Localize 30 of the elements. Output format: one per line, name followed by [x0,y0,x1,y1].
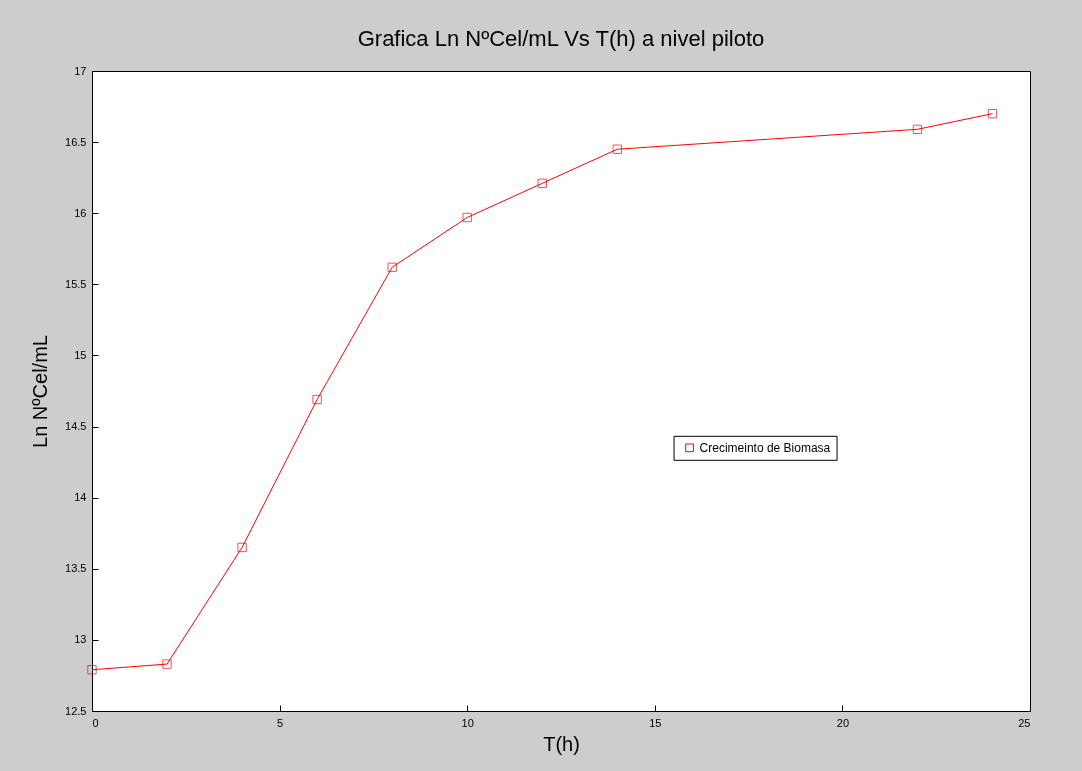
point [462,212,472,223]
x-tick-label: 15 [649,716,662,729]
chart-title: Grafica Ln NºCel/mL Vs T(h) a nivel piloto [357,26,765,51]
point [612,144,622,154]
y-tick-label: 13.5 [65,562,87,575]
point [162,659,172,669]
x-tick-label: 25 [1018,716,1031,729]
y-tick-label: 13 [74,633,87,646]
point [987,108,998,119]
y-tick-label: 15.5 [65,277,87,290]
point [237,542,247,553]
x-tick-label: 0 [92,716,99,729]
x-tick-label: 5 [277,716,284,729]
y-tick-label: 14.5 [65,420,87,433]
point [312,394,322,405]
y-tick-label: 16 [74,206,87,219]
legend-label: Crecimeinto de Biomasa [699,440,831,455]
point [87,665,97,675]
y-tick-label: 17 [74,64,87,77]
y-tick-label: 14 [74,491,87,504]
x-tick-label: 10 [461,716,474,729]
x-axis-title: T(h) [543,732,580,755]
y-tick-label: 16.5 [65,135,87,148]
point [387,262,397,272]
y-tick-label: 15 [74,348,87,361]
point [912,124,923,134]
point [537,178,547,189]
y-tick-label: 12.5 [65,704,87,717]
x-tick-label: 20 [836,716,850,729]
y-axis-title: Ln NºCel/mL [29,335,52,448]
